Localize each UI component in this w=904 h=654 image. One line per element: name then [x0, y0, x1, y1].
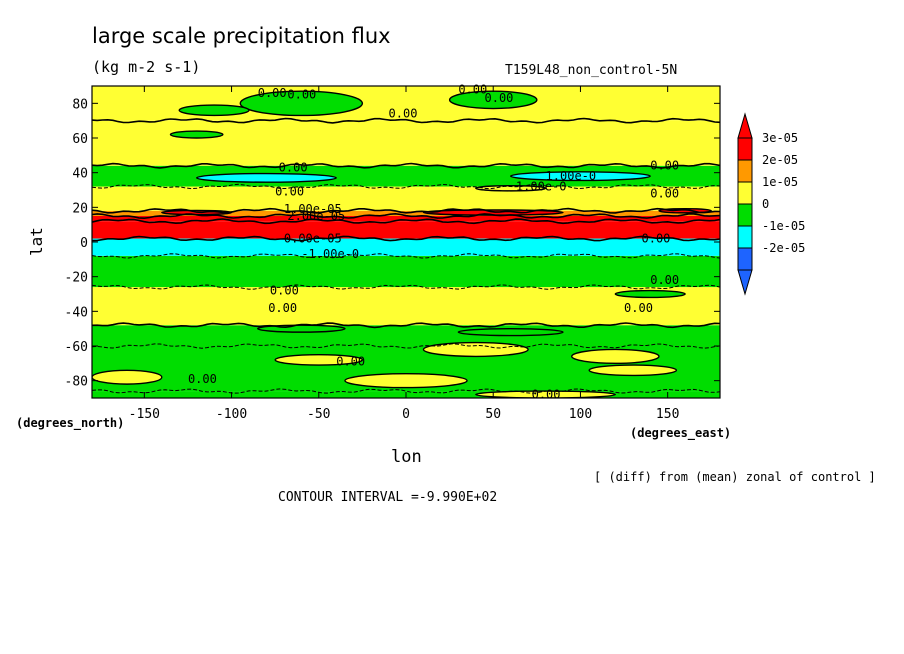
contour-line: [92, 322, 720, 329]
contour-label: 0.00: [624, 301, 653, 315]
contour-label: 0.00: [258, 86, 287, 100]
contour-label: 0.00: [188, 372, 217, 386]
colorbar-under-arrow: [737, 269, 753, 296]
y-tick-label: 80: [72, 97, 88, 112]
contour-label: -1.00e-0: [301, 247, 359, 261]
y-axis-unit-label: (degrees_north): [16, 416, 125, 430]
colorbar-label: -2e-05: [762, 241, 805, 255]
x-tick-label: 150: [656, 407, 679, 422]
colorbar-segment: [737, 203, 753, 227]
anomaly-region: [239, 90, 364, 117]
contour-label: 0.00: [485, 91, 514, 105]
zonal-band: [92, 186, 720, 211]
zonal-band: [92, 325, 720, 346]
anomaly-region: [195, 172, 337, 183]
contour-line: [92, 235, 720, 242]
colorbar: 3e-05 2e-05 1e-05 0 -1e-05 -2e-05: [737, 112, 805, 296]
contour-line: [92, 162, 720, 169]
contour-label: 0.00: [268, 301, 297, 315]
zonal-band: [92, 238, 720, 256]
zonal-band: [92, 221, 720, 239]
colorbar-label: 3e-05: [762, 131, 798, 145]
y-tick-label: -20: [65, 271, 88, 286]
contour-label: 2.00e-05: [287, 209, 345, 223]
anomaly-region: [169, 130, 224, 139]
y-tick-label: 0: [80, 236, 88, 251]
contour-label: 0.00: [642, 232, 671, 246]
contour-label: 0.00: [458, 82, 487, 96]
colorbar-over-arrow: [737, 112, 753, 139]
contour-label: 1.00e-0: [546, 169, 597, 183]
zonal-band: [92, 120, 720, 166]
x-tick-label: 100: [569, 407, 592, 422]
colorbar-segment: [737, 181, 753, 205]
x-tick-label: -100: [216, 407, 247, 422]
contour-label: 0.00: [275, 185, 304, 199]
colorbar-segment: [737, 247, 753, 271]
anomaly-region: [457, 327, 564, 337]
contour-line: [92, 183, 720, 190]
anomaly-region: [344, 373, 468, 389]
contour-line: [92, 253, 720, 259]
x-axis-label: lon: [391, 447, 422, 467]
chart-units: (kg m-2 s-1): [92, 58, 201, 76]
anomaly-region: [178, 104, 250, 117]
colorbar-segment: [737, 225, 753, 249]
x-tick-label: -50: [307, 407, 330, 422]
colorbar-label: -1e-05: [762, 219, 805, 233]
plot-fill: [92, 86, 720, 398]
colorbar-segment: [737, 137, 753, 161]
contour-label: 0.00e-05: [284, 232, 342, 246]
contour-label: 0.00: [389, 107, 418, 121]
contour-line: [92, 218, 720, 225]
anomaly-region: [571, 348, 660, 365]
diff-note: [ (diff) from (mean) zonal of control ]: [594, 470, 876, 484]
colorbar-label: 1e-05: [762, 175, 798, 189]
anomaly-region: [475, 184, 547, 192]
anomaly-region: [274, 353, 364, 366]
contour-label: 0.00: [532, 388, 561, 402]
x-tick-label: 50: [485, 407, 501, 422]
contour-label: 0.00: [279, 160, 308, 174]
x-tick-label: 0: [402, 407, 410, 422]
y-tick-label: -80: [65, 375, 88, 390]
y-tick-label: 60: [72, 132, 88, 147]
anomaly-region: [422, 341, 529, 358]
contour-line: [92, 284, 720, 290]
contour-label: 0.00: [336, 355, 365, 369]
contour-line: [92, 212, 720, 220]
contour-line: [92, 117, 720, 124]
contour-label: 1.00e-0: [516, 180, 567, 194]
zonal-band: [92, 216, 720, 222]
colorbar-segment: [737, 159, 753, 183]
colorbar-label: 2e-05: [762, 153, 798, 167]
anomaly-region: [92, 369, 163, 385]
x-tick-label: -150: [129, 407, 160, 422]
contour-line: [92, 343, 720, 349]
contour-label: 0.00: [287, 88, 316, 102]
zonal-band: [92, 255, 720, 288]
contour-label: 0.00: [650, 273, 679, 287]
y-tick-label: -40: [65, 305, 88, 320]
contour-lines: [92, 117, 720, 394]
anomaly-region: [588, 364, 678, 377]
contour-label: 1.00e-05: [284, 202, 342, 216]
contour-label: 0.00: [270, 284, 299, 298]
contour-label: 0.00: [650, 186, 679, 200]
anomaly-region: [614, 289, 686, 299]
contour-label: 0.00: [650, 159, 679, 173]
y-tick-label: 40: [72, 167, 88, 182]
run-label: T159L48_non_control-5N: [505, 63, 678, 78]
colorbar-label: 0: [762, 197, 769, 211]
anomaly-region: [509, 171, 651, 182]
contour-line: [92, 207, 720, 214]
y-tick-label: 20: [72, 201, 88, 216]
chart-title: large scale precipitation flux: [92, 24, 391, 48]
contour-line: [92, 388, 720, 394]
y-tick-label: -60: [65, 340, 88, 355]
x-axis-unit-label: (degrees_east): [630, 426, 732, 440]
axes: -80 -60 -40 -20 0 20 40 60 80 -150 -100 -50 0 50 100 15…: [65, 86, 720, 422]
contour-interval: CONTOUR INTERVAL =-9.990E+02: [278, 490, 498, 505]
